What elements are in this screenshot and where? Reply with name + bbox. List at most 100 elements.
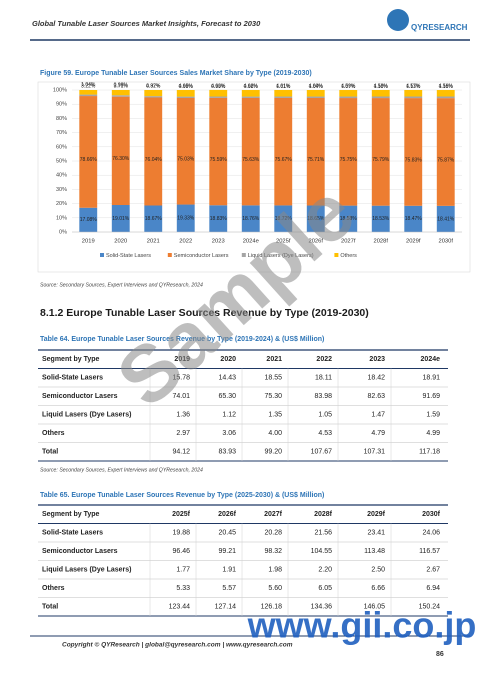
table-cell: 1.91 (222, 567, 236, 574)
bar-segment (371, 205, 390, 232)
table-cell: 104.55 (311, 548, 333, 555)
table-cell: 117.18 (419, 449, 440, 456)
bar-segment (176, 98, 195, 205)
page-number: 86 (436, 651, 444, 658)
table-cell: 6.94 (426, 585, 440, 592)
table-cell: 20.45 (218, 530, 236, 537)
data-label: 75.63% (242, 157, 260, 163)
table-header: 2022 (316, 356, 332, 363)
table-cell: 82.63 (367, 393, 385, 400)
logo-text: QYRESEARCH (411, 23, 468, 32)
data-label: 4.58% (374, 83, 389, 89)
data-label: 0.97% (146, 83, 161, 89)
table-cell: Semiconductor Lasers (42, 548, 118, 555)
data-label: 4.32% (146, 83, 161, 89)
table-cell: 126.18 (261, 604, 283, 611)
bar-segment (436, 96, 455, 99)
bar-segment (111, 205, 130, 232)
bar-segment (79, 207, 98, 232)
table-cell: 4.53 (318, 430, 332, 437)
table-header: 2025f (172, 511, 191, 518)
table-cell: 1.47 (371, 412, 385, 419)
section-title: 8.1.2 Europe Tunable Laser Sources Reven… (40, 307, 369, 319)
x-tick-label: 2020 (114, 239, 127, 245)
x-tick-label: 2028f (373, 239, 388, 245)
source-note: Source: Secondary Sources, Expert Interv… (40, 282, 203, 288)
table-cell: 1.98 (268, 567, 282, 574)
watermark-site: www.gii.co.jp (247, 605, 477, 646)
table-cell: 1.12 (222, 412, 236, 419)
bar-segment (404, 96, 423, 99)
data-label: 18.83% (210, 216, 228, 222)
data-label: 75.59% (210, 157, 228, 163)
table-cell: 1.05 (318, 412, 332, 419)
table-cell: 2.97 (176, 430, 190, 437)
table-cell: 91.69 (422, 393, 440, 400)
y-tick-label: 60% (56, 144, 67, 150)
y-tick-label: 30% (56, 187, 67, 193)
data-label: 1.10% (374, 84, 389, 90)
table-header: Segment by Type (42, 356, 100, 363)
data-label: 1.04% (81, 82, 96, 88)
table-cell: 1.77 (176, 567, 190, 574)
data-label: 18.65% (307, 216, 325, 222)
table-cell: 18.91 (422, 375, 440, 382)
logo-icon (387, 9, 409, 31)
table-header: 2024e (421, 356, 441, 363)
table-header: 2028f (314, 511, 333, 518)
bar-segment (339, 205, 358, 232)
table-cell: 3.06 (222, 430, 236, 437)
table-cell: 150.24 (419, 604, 441, 611)
data-label: 0.99% (211, 84, 226, 90)
table-cell: Liquid Lasers (Dye Lasers) (42, 567, 131, 574)
footer-text: Copyright © QYResearch | global@qyresear… (62, 641, 293, 649)
bar-segment (209, 89, 228, 97)
data-label: 1.07% (341, 84, 356, 90)
data-label: 18.72% (275, 216, 293, 222)
table-cell: 5.60 (268, 585, 282, 592)
x-tick-label: 2029f (406, 239, 421, 245)
data-label: 75.75% (340, 157, 358, 163)
data-label: 18.67% (145, 216, 163, 222)
bar-segment (404, 90, 423, 97)
table-cell: 83.93 (218, 449, 236, 456)
bar-segment (144, 97, 163, 206)
table-cell: 134.36 (311, 604, 333, 611)
x-tick-label: 2027f (341, 239, 356, 245)
bar-segment (339, 90, 358, 97)
table-cell: Semiconductor Lasers (42, 393, 118, 400)
data-label: 0.99% (179, 84, 194, 90)
table-header: 2019 (174, 356, 190, 363)
table-cell: 99.20 (264, 449, 282, 456)
data-label: 4.63% (211, 83, 226, 89)
table-cell: 6.05 (318, 585, 332, 592)
legend-swatch (167, 253, 172, 257)
data-label: 4.57% (406, 83, 421, 89)
table-cell: 107.67 (311, 449, 333, 456)
bar-segment (144, 90, 163, 97)
bar-segment (339, 96, 358, 99)
x-tick-label: 2023 (212, 239, 225, 245)
x-tick-label: 2026f (308, 239, 323, 245)
bar-segment (209, 205, 228, 232)
table-cell: 6.66 (371, 585, 385, 592)
bar-segment (274, 96, 293, 98)
table-cell: 2.50 (371, 567, 385, 574)
table-cell: Others (42, 430, 65, 437)
data-label: 4.59% (341, 83, 356, 89)
table-cell: 1.59 (426, 412, 440, 419)
bar-segment (176, 96, 195, 99)
table-cell: 98.32 (264, 548, 282, 555)
bar-segment (371, 90, 390, 97)
x-tick-label: 2021 (147, 239, 160, 245)
y-tick-label: 100% (53, 87, 67, 93)
legend-label: Solid-State Lasers (106, 253, 151, 259)
x-tick-label: 2024e (243, 239, 259, 245)
table-cell: 65.30 (218, 393, 236, 400)
table-cell: 5.33 (176, 585, 190, 592)
data-label: 17.08% (80, 217, 98, 223)
legend-label: Semiconductor Lasers (174, 253, 229, 259)
data-label: 1.15% (439, 84, 454, 90)
chart-frame (37, 81, 471, 273)
